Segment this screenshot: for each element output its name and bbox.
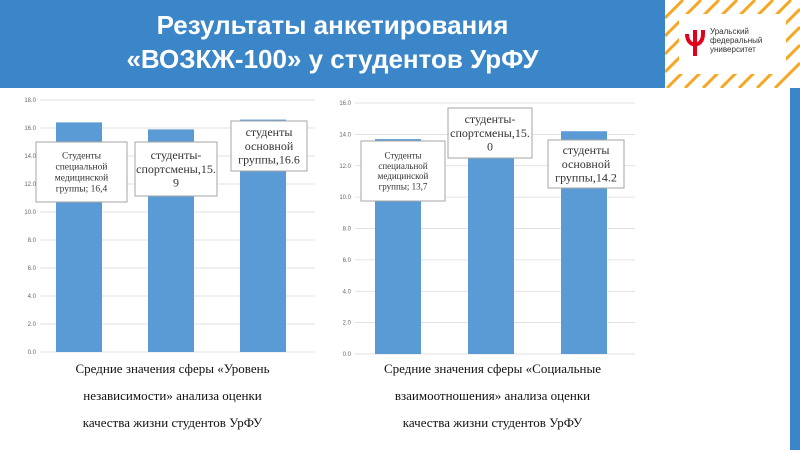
logo-text: Уральский федеральный университет: [710, 27, 790, 54]
chart-social-relations: 0.02.04.06.08.010.012.014.016.0Студентыс…: [339, 101, 635, 358]
logo-line-1: Уральский: [710, 27, 749, 36]
data-label-text: специальной: [56, 162, 108, 173]
caption-right-line-2: взаимоотношения» анализа оценки: [394, 388, 591, 403]
data-label-box: [447, 107, 533, 159]
y-tick-label: 8.0: [28, 238, 37, 244]
y-tick-label: 6.0: [28, 266, 37, 272]
y-tick-label: 2.0: [343, 321, 352, 327]
data-label-text: медицинской: [55, 173, 108, 184]
y-tick-label: 4.0: [28, 294, 37, 300]
data-label-text: основной: [245, 139, 294, 153]
data-label-text: студенты-: [151, 148, 202, 162]
y-tick-label: 18.0: [24, 98, 36, 104]
data-label-text: 9: [173, 176, 179, 190]
y-tick-label: 0.0: [343, 352, 352, 358]
y-tick-label: 16.0: [339, 101, 351, 107]
data-label-box: [35, 141, 128, 203]
caption-left-line-2: независимости» анализа оценки: [83, 388, 262, 403]
data-label-text: основной: [562, 157, 611, 171]
caption-right-line-3: качества жизни студентов УрФУ: [402, 415, 583, 430]
data-label-text: Студенты: [62, 152, 102, 162]
data-label-box: [134, 141, 218, 197]
caption-left-line-1: Средние значения сферы «Уровень: [75, 361, 270, 376]
y-tick-label: 2.0: [28, 322, 37, 328]
page-title-line-1: Результаты анкетирования: [156, 10, 509, 40]
data-label-text: студенты: [246, 125, 293, 139]
logo-line-2: федеральный: [710, 36, 763, 45]
y-tick-label: 10.0: [339, 195, 351, 201]
data-label-text: студенты: [563, 143, 610, 157]
data-label-text: группы,16.6: [238, 153, 300, 167]
data-label: студенты-спортсмены,15.0: [447, 107, 533, 159]
university-logo-area: Уральский федеральный университет: [665, 0, 800, 88]
chart-independence: 0.0 2.0 4.0 6.0 8.0 10.0 12.0 14.0 16.0 18.0 Студе…: [24, 98, 315, 356]
logo-line-3: университет: [710, 45, 756, 54]
page-title-line-2: «ВОЗКЖ-100» у студентов УрФУ: [126, 44, 539, 74]
caption-left: Средние значения сферы «Уровень независи…: [20, 355, 325, 436]
caption-right: Средние значения сферы «Социальные взаим…: [335, 355, 650, 436]
right-accent-strip: [790, 88, 800, 450]
y-tick-label: 8.0: [343, 227, 352, 233]
y-tick-label: 14.0: [339, 132, 351, 138]
y-tick-label: 14.0: [24, 154, 36, 160]
data-label-text: медицинской: [378, 171, 429, 181]
y-tick-label: 10.0: [24, 210, 36, 216]
data-label-text: группы; 16,4: [56, 184, 108, 194]
y-tick-label: 12.0: [24, 182, 36, 188]
data-label-box: [360, 140, 446, 202]
data-label-text: группы; 13,7: [379, 181, 428, 191]
y-tick-label: 0.0: [28, 350, 37, 356]
data-label-text: специальной: [378, 161, 427, 171]
data-label-text: 0: [487, 140, 493, 154]
data-label-box: [230, 120, 308, 172]
caption-left-line-3: качества жизни студентов УрФУ: [82, 415, 263, 430]
y-tick-label: 6.0: [343, 258, 352, 264]
urfu-brand-mark: [685, 30, 705, 56]
data-label-box: [547, 139, 625, 189]
data-label-text: группы,14.2: [555, 171, 617, 185]
data-label-text: спортсмены,15.: [136, 162, 216, 176]
page-title: Результаты анкетирования «ВОЗКЖ-100» у с…: [0, 8, 665, 76]
data-label-text: спортсмены,15.: [450, 126, 530, 140]
title-banner: [0, 0, 665, 88]
y-tick-label: 4.0: [343, 289, 352, 295]
y-tick-label: 16.0: [24, 126, 36, 132]
caption-right-line-1: Средние значения сферы «Социальные: [383, 361, 602, 376]
y-tick-label: 12.0: [339, 164, 351, 170]
data-label-text: студенты-: [465, 112, 516, 126]
data-label: студенты-спортсмены,15.9: [134, 141, 218, 197]
data-label-text: Студенты: [384, 150, 421, 160]
logo-stripes-icon: [665, 0, 800, 88]
